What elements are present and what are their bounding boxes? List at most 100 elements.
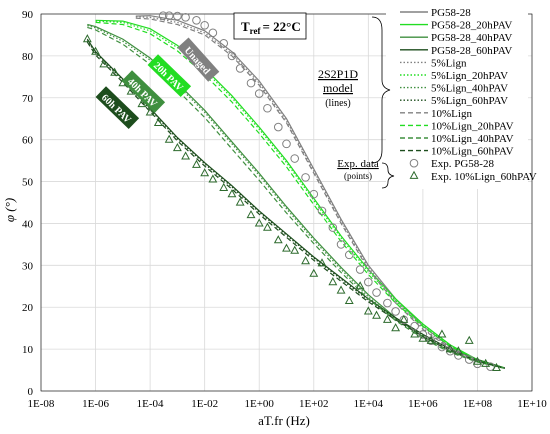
triangle-point — [391, 323, 401, 332]
circle-point — [301, 173, 310, 182]
circle-point — [391, 307, 400, 316]
circle-point — [372, 288, 381, 297]
triangle-point — [437, 329, 447, 338]
aging-label-bg — [177, 37, 220, 82]
triangle-point — [453, 346, 463, 355]
triangle-point — [410, 329, 420, 338]
y-tick-label: 50 — [22, 177, 34, 189]
y-tick-label: 70 — [22, 93, 34, 105]
triangle-point — [336, 285, 346, 294]
x-axis-title: aT.fr (Hz) — [258, 413, 310, 428]
legend-background — [386, 5, 528, 189]
triangle-point — [372, 310, 381, 319]
triangle-point — [227, 189, 237, 198]
legend-label: 5%Lign_20hPAV — [431, 70, 508, 82]
triangle-point — [282, 243, 291, 252]
tref-t: T — [241, 19, 250, 34]
circle-point — [282, 139, 291, 149]
legend-label: 5%Lign_60hPAV — [431, 95, 508, 107]
circle-point — [164, 11, 174, 20]
triangle-point — [254, 218, 264, 227]
x-tick-label: 1E-04 — [137, 398, 164, 410]
triangle-point — [181, 151, 191, 160]
legend-label: PG58-28_40hPAV — [431, 32, 512, 44]
x-tick-label: 1E+00 — [245, 398, 275, 410]
x-tick-label: 1E-06 — [82, 398, 109, 410]
circle-point — [235, 64, 245, 73]
triangle-point — [492, 362, 501, 372]
legend-label: 10%Lign_20hPAV — [431, 120, 514, 132]
triangle-point — [91, 46, 100, 55]
triangle-point — [262, 222, 272, 231]
circle-point — [364, 277, 373, 287]
triangle-point — [246, 210, 256, 219]
tref-value: = 22°C — [263, 19, 301, 34]
legend-label: 5%Lign — [431, 57, 467, 69]
tref-annotation: Tref = 22°C — [233, 12, 307, 40]
aging-label-bg — [95, 86, 140, 130]
series-line-10 — [95, 21, 505, 369]
triangle-point — [200, 168, 210, 177]
triangle-point — [426, 335, 436, 344]
series-line-11 — [87, 26, 505, 369]
model-note: (lines) — [325, 98, 351, 109]
exp-annotation: Exp. data (points) — [337, 158, 395, 189]
circle-point — [317, 206, 327, 216]
y-tick-label: 0 — [28, 386, 34, 398]
circle-point — [344, 250, 354, 260]
triangle-point — [110, 67, 120, 76]
circle-point — [227, 51, 237, 61]
legend-label: PG58-28 — [431, 7, 471, 19]
legend-label: PG58-28_60hPAV — [431, 45, 512, 57]
legend-label: PG58-28_20hPAV — [431, 20, 512, 32]
aging-label-bg — [121, 70, 166, 114]
triangle-point — [145, 107, 155, 116]
y-tick-labels: 0 10 20 30 40 50 60 70 80 90 — [22, 9, 34, 398]
model-brace — [371, 16, 391, 164]
circle-point — [158, 11, 168, 20]
y-axis-title: φ (°) — [2, 198, 17, 222]
circle-point — [309, 189, 319, 199]
x-tick-labels: 1E-08 1E-06 1E-04 1E-02 1E+00 1E+02 1E+04 1E+06… — [28, 398, 548, 410]
triangle-point — [235, 197, 245, 206]
y-tick-label: 20 — [22, 302, 34, 314]
y-tick-label: 80 — [22, 51, 34, 63]
legend-label: 5%Lign_40hPAV — [431, 83, 508, 95]
triangle-point — [481, 358, 491, 367]
legend-label: 10%Lign_40hPAV — [431, 133, 514, 145]
circle-point — [383, 298, 392, 308]
triangle-point — [363, 306, 373, 315]
x-tick-label: 1E-08 — [28, 398, 55, 410]
circle-point — [181, 13, 190, 22]
data-points — [82, 11, 501, 372]
model-label-1: 2S2P1D — [318, 67, 358, 81]
circle-point — [246, 78, 256, 88]
x-tick-label: 1E-02 — [191, 398, 218, 410]
tref-box — [233, 12, 307, 40]
x-tick-label: 1E+02 — [299, 398, 328, 410]
tref-sub: ref — [250, 26, 262, 36]
legend-label: Exp. PG58-28 — [431, 158, 494, 170]
legend-marker-circle — [409, 158, 419, 168]
triangle-point — [273, 235, 283, 244]
series-line-5 — [135, 16, 505, 369]
exp-label: Exp. data — [337, 158, 379, 170]
triangle-point — [172, 142, 182, 152]
series-line-9 — [135, 17, 505, 369]
legend-marker-triangle — [409, 170, 419, 179]
triangle-point — [164, 134, 174, 143]
circle-point — [328, 223, 338, 232]
legend-label: 10%Lign_60hPAV — [431, 146, 514, 158]
triangle-point — [464, 335, 474, 344]
triangle-point — [301, 256, 311, 265]
triangle-point — [99, 59, 109, 68]
triangle-point — [192, 159, 201, 168]
aging-label-bg — [147, 54, 192, 98]
tref-text: Tref = 22°C — [241, 19, 301, 36]
y-tick-label: 90 — [22, 9, 34, 21]
legend-label: Exp. 10%Lign_60hPAV — [431, 171, 537, 183]
y-tick-label: 30 — [22, 260, 34, 272]
triangle-point — [328, 277, 338, 286]
y-tick-label: 10 — [22, 344, 34, 356]
triangle-point — [317, 258, 327, 267]
